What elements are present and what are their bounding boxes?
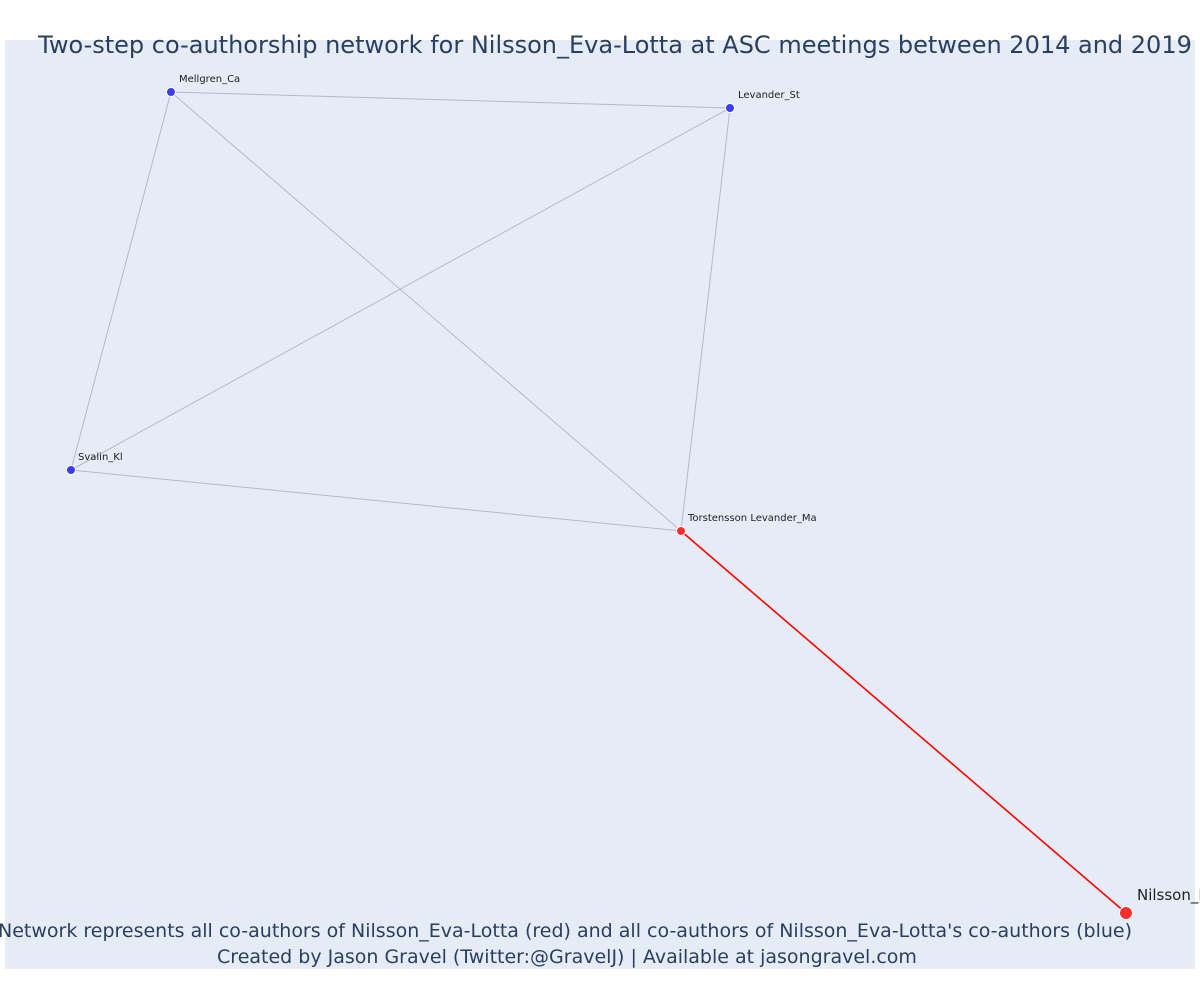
caption-line-2: Created by Jason Gravel (Twitter:@Gravel… xyxy=(217,946,917,968)
edge-mellgren-levander xyxy=(170,91,731,109)
edge-mellgren-torstensson xyxy=(170,91,682,532)
edge-levander-torstensson xyxy=(680,107,731,532)
node-label-nilsson: Nilsson_Eva-Lotta xyxy=(1137,886,1200,905)
edge-mellgren-svalin xyxy=(70,91,172,471)
node-label-svalin: Svalin_Kl xyxy=(78,452,123,463)
node-label-levander: Levander_St xyxy=(738,90,800,101)
labels-layer: Mellgren_Ca Levander_St Svalin_Kl Torstenss… xyxy=(78,74,1200,905)
node-levander[interactable] xyxy=(725,103,735,113)
node-svalin[interactable] xyxy=(66,465,76,475)
edge-svalin-torstensson xyxy=(70,469,682,532)
node-nilsson[interactable] xyxy=(1119,906,1133,920)
node-label-mellgren: Mellgren_Ca xyxy=(179,74,240,85)
edge-levander-svalin xyxy=(70,107,731,471)
node-label-torstensson: Torstensson Levander_Ma xyxy=(687,513,817,524)
node-torstensson[interactable] xyxy=(676,526,686,536)
chart-title: Two-step co-authorship network for Nilss… xyxy=(37,31,1192,59)
edges-layer xyxy=(70,91,1127,914)
plot-background xyxy=(5,40,1195,969)
caption-line-1: Network represents all co-authors of Nil… xyxy=(0,920,1132,942)
nodes-layer xyxy=(66,87,1133,920)
edge-torstensson-nilsson xyxy=(680,530,1127,914)
node-mellgren[interactable] xyxy=(166,87,176,97)
